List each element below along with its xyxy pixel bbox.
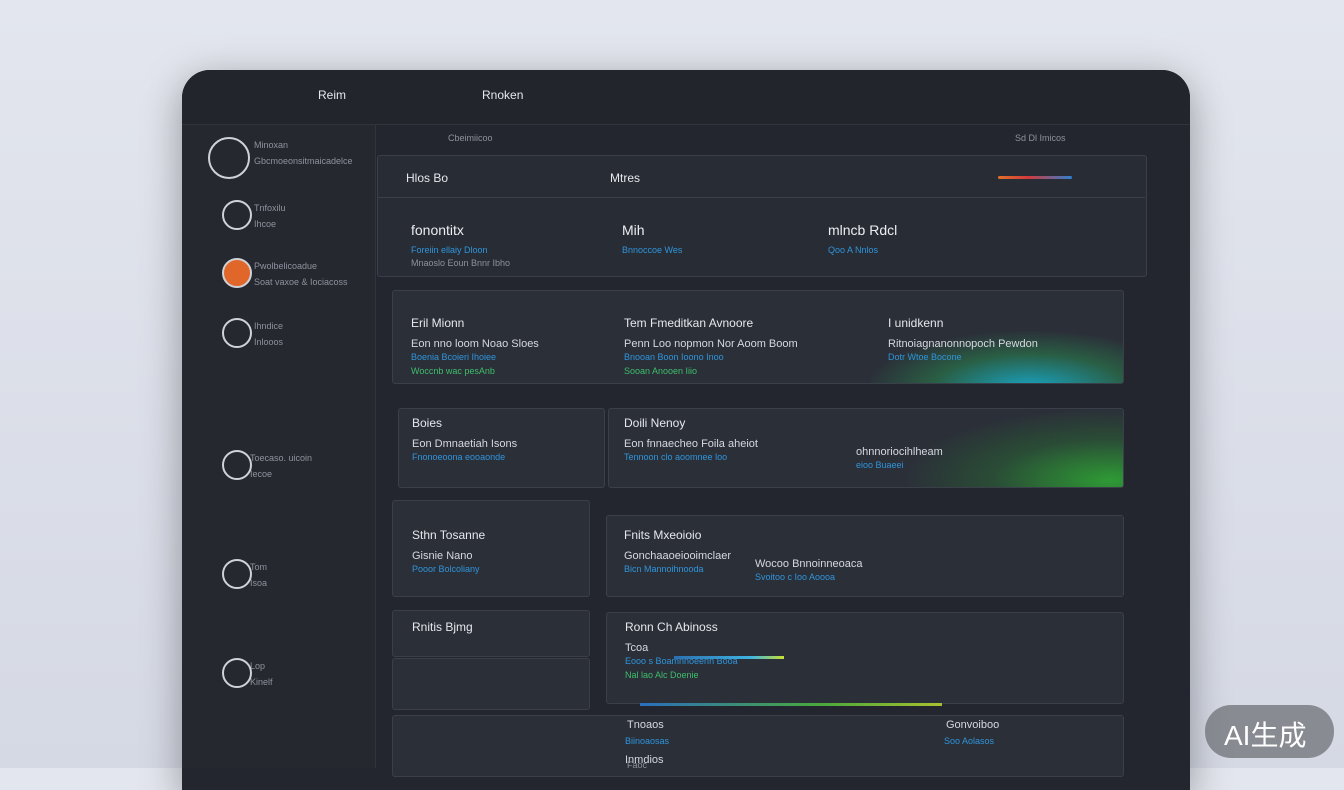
card-line: Eon Dmnaetiah Isons [412, 438, 518, 450]
card-title: Doili Nenoy [624, 416, 686, 430]
card [392, 715, 1124, 777]
card-title: Rnitis Bjmg [412, 620, 473, 634]
sidebar-sub: Kinelf [250, 677, 273, 687]
card [608, 408, 1124, 488]
sidebar-sub: Soat vaxoe & Iociacoss [254, 277, 348, 287]
stat-title: fonontitx [411, 222, 464, 238]
divider [377, 197, 1145, 198]
card-line: Sooan Anooen Iiio [624, 366, 698, 376]
sidebar-title: Lop [250, 661, 266, 671]
card-line: Eon nno loom Noao Sloes [411, 338, 539, 350]
sidebar-icon[interactable] [222, 318, 252, 348]
footer-item: Biinoaosas [625, 736, 670, 746]
stat-line: Mnaoslo Eoun Bnnr Ibho [411, 258, 511, 268]
card-line: Wocoo Bnnoinneoaca [755, 558, 863, 570]
card [606, 515, 1124, 597]
sidebar-sub: Iecoe [250, 469, 273, 479]
card-title: I unidkenn [888, 316, 944, 330]
card [392, 290, 1124, 384]
sidebar-sub: Isoa [250, 578, 268, 588]
accent-bar [998, 176, 1072, 179]
progress-bar [674, 656, 784, 659]
sidebar [182, 125, 376, 768]
sidebar-title: Toecaso. uicoin [250, 453, 313, 463]
sidebar-sub: Inlooos [254, 337, 284, 347]
footer-item: Inmdios [625, 754, 664, 766]
card-line: Gisnie Nano [412, 550, 473, 562]
card-line: Tennoon clo aoomnee loo [624, 452, 728, 462]
stat-line: Bnnoccoe Wes [622, 245, 683, 255]
card-line: Bnooan Boon Ioono Inoo [624, 352, 724, 362]
sidebar-icon[interactable] [222, 658, 252, 688]
card-title: Eril Mionn [411, 316, 465, 330]
header-panel [377, 155, 1147, 277]
card-line: Svoitoo c Ioo Aoooa [755, 572, 836, 582]
card-title: Fnits Mxeoioio [624, 528, 702, 542]
card-line: Boenia Bcoieri Ihoiee [411, 352, 497, 362]
sidebar-sub: Ihcoe [254, 219, 277, 229]
nav-item[interactable]: Reim [318, 88, 347, 102]
breadcrumb: Sd Dl Imicos [1015, 133, 1066, 143]
card-title: Tem Fmeditkan Avnoore [624, 316, 754, 330]
sidebar-sub: Gbcmoeonsitmaicadelce [254, 156, 353, 166]
watermark-badge [1205, 705, 1334, 758]
card [398, 408, 605, 488]
footer-item: Faoc [627, 760, 648, 770]
footer-item: Tnoaos [627, 719, 664, 731]
sidebar-icon[interactable] [222, 258, 252, 288]
card-title: Ronn Ch Abinoss [625, 620, 718, 634]
card-line: Penn Loo nopmon Nor Aoom Boom [624, 338, 798, 350]
footer-item: Gonvoiboo [946, 719, 1000, 731]
sidebar-icon[interactable] [222, 559, 252, 589]
progress-bar [640, 703, 942, 706]
card-line: Nal lao Alc Doenie [625, 670, 699, 680]
sidebar-title: Ihndice [254, 321, 284, 331]
card-line: Gonchaaoeiooimclaer [624, 550, 732, 562]
stat-line: Qoo A Nnlos [828, 245, 879, 255]
card [392, 658, 590, 710]
stat-title: Mih [622, 222, 645, 238]
card [392, 500, 590, 597]
card-line: Pooor Bolcoliany [412, 564, 480, 574]
card-line: ohnnoriocihlheam [856, 446, 943, 458]
tab[interactable]: Mtres [610, 171, 640, 185]
card-title: Sthn Tosanne [412, 528, 486, 542]
watermark: AI生成 [1224, 720, 1307, 751]
card-line: Eon fnnaecheo Foila aheiot [624, 438, 758, 450]
card-line: Bicn Mannoihnooda [624, 564, 704, 574]
card-line: Fnonoeoona eooaonde [412, 452, 506, 462]
sidebar-title: Tom [250, 562, 268, 572]
card-line: Tcoa [625, 642, 649, 654]
card-title: Boies [412, 416, 443, 430]
footer-item: Soo Aolasos [944, 736, 995, 746]
card-line: Dotr Wtoe Bocone [888, 352, 962, 362]
card-line: Ritnoiagnanonnopoch Pewdon [888, 338, 1038, 350]
breadcrumb: Cbeimiicoo [448, 133, 493, 143]
nav-item[interactable]: Rnoken [482, 88, 524, 102]
sidebar-icon[interactable] [222, 450, 252, 480]
card-line: Eooo s Boamnnoeenn Booa [625, 656, 738, 666]
card-line: Woccnb wac pesAnb [411, 366, 495, 376]
tab[interactable]: Hlos Bo [406, 171, 449, 185]
stat-title: mlncb Rdcl [828, 222, 898, 238]
sidebar-title: Minoxan [254, 140, 289, 150]
card-line: eioo Buaeei [856, 460, 904, 470]
sidebar-title: Pwolbelicoadue [254, 261, 318, 271]
stat-line: Foreiin ellaiy Dloon [411, 245, 488, 255]
sidebar-title: Tnfoxilu [254, 203, 286, 213]
sidebar-icon[interactable] [222, 200, 252, 230]
card [392, 610, 590, 657]
topbar [182, 70, 1190, 125]
sidebar-icon[interactable] [208, 137, 250, 179]
